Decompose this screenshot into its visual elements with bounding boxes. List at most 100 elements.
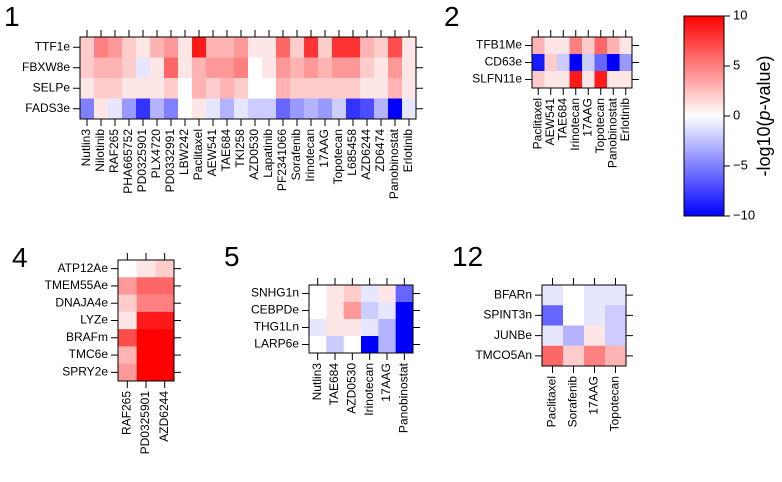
heatmap-cell-selpe-pha665752 [122, 78, 137, 99]
row-label-brafm: BRAFm [66, 330, 108, 344]
heatmap-cell-fbxw8e-tki258 [234, 57, 249, 79]
col-label-azd0530: AZD0530 [247, 129, 261, 180]
heatmap-cell-ttf1e-topotecan [332, 37, 347, 58]
heatmap-cell-tmco5an-sorafenib [563, 345, 585, 367]
heatmap-cell-lyze-azd6244 [155, 311, 175, 330]
heatmap-cell-slfn11e-topotecan [594, 71, 608, 89]
heatmap-cell-selpe-irinotecan [304, 78, 319, 99]
row-label-thg1ln: THG1Ln [254, 320, 299, 334]
heatmap-cell-fads3e-azd6244 [360, 98, 375, 120]
heatmap-cell-fbxw8e-lapatinib [262, 57, 277, 79]
colorbar: 10 5 0 −5 −10 -log10(p-value) [683, 7, 774, 222]
heatmap-cell-bfarn-topotecan [605, 285, 627, 306]
row-label-tmem55ae: TMEM55Ae [45, 278, 109, 292]
heatmap-cell-spry2e-raf265 [118, 363, 138, 382]
heatmap-cell-cebpde-nutlin3 [309, 302, 327, 320]
heatmap-cell-fads3e-17aag [318, 98, 333, 120]
heatmap-cell-ttf1e-erlotinib [402, 37, 417, 58]
heatmap-cell-fads3e-lbw242 [178, 98, 193, 120]
heatmap-cell-fbxw8e-l685458 [346, 57, 361, 79]
heatmap-cell-fads3e-erlotinib [402, 98, 417, 120]
heatmap-cell-thg1ln-nutlin3 [309, 319, 327, 337]
heatmap-cell-ttf1e-azd0530 [248, 37, 263, 58]
col-label-aew541: AEW541 [543, 98, 557, 146]
panel-border [541, 284, 627, 367]
heatmap-cell-selpe-raf265 [108, 78, 123, 99]
colorbar-ticks: 10 5 0 −5 −10 [724, 7, 755, 222]
heatmap-cell-snhg1n-irinotecan [361, 285, 379, 303]
row-label-tmc6e: TMC6e [69, 347, 109, 361]
col-label-pd0325901: PD0325901 [138, 391, 152, 455]
heatmap-cell-fbxw8e-azd6244 [360, 57, 375, 79]
row-label-tmco5an: TMCO5An [475, 348, 532, 362]
heatmap-cell-fbxw8e-irinotecan [304, 57, 319, 79]
heatmap-cell-fads3e-nutlin3 [80, 98, 95, 120]
heatmap-cell-thg1ln-17aag [378, 319, 397, 337]
col-label-pha665752: PHA665752 [121, 129, 135, 194]
col-label-panobinostat: Panobinostat [605, 97, 619, 168]
panel-title: 5 [224, 241, 240, 272]
heatmap-cell-larp6e-panobinostat [395, 336, 414, 354]
heatmap-cell-fads3e-sorafenib [290, 98, 305, 120]
heatmap-cell-fbxw8e-pha665752 [122, 57, 137, 79]
heatmap-cell-ttf1e-irinotecan [304, 37, 319, 58]
heatmap-cell-dnaja4e-pd0325901 [136, 294, 156, 313]
heatmap-cell-fads3e-azd0530 [248, 98, 263, 120]
heatmap-cell-tmco5an-paclitaxel [542, 345, 564, 367]
heatmap-panel-1: 1 Nutlin3 Nilotinib RAF265 PHA665752 PD032590… [4, 1, 423, 199]
panel-title: 12 [452, 241, 483, 272]
heatmap-cell-fads3e-nilotinib [94, 98, 109, 120]
heatmap-cell-fads3e-tae684 [220, 98, 235, 120]
heatmap-cell-tfb1me-topotecan [594, 37, 608, 55]
heatmap-cell-tfb1me-irinotecan [569, 37, 583, 55]
col-label-lbw242: LBW242 [177, 129, 191, 175]
heatmap-cell-selpe-nutlin3 [80, 78, 95, 99]
colorbar-tick-label: 0 [733, 107, 740, 122]
row-label-lyze: LYZe [80, 313, 108, 327]
heatmap-cell-fbxw8e-sorafenib [290, 57, 305, 79]
heatmap-cell-ttf1e-lbw242 [178, 37, 193, 58]
heatmap-cell-fbxw8e-paclitaxel [192, 57, 207, 79]
heatmap-cell-fads3e-pd0332991 [164, 98, 179, 120]
heatmap-cell-ttf1e-17aag [318, 37, 333, 58]
col-label-paclitaxel: Paclitaxel [530, 98, 544, 149]
heatmap-cell-ttf1e-tae684 [220, 37, 235, 58]
col-label-l685458: L685458 [345, 129, 359, 176]
heatmap-cell-larp6e-17aag [378, 336, 397, 354]
heatmap-cell-selpe-paclitaxel [192, 78, 207, 99]
heatmap-cell-cebpde-panobinostat [395, 302, 414, 320]
heatmap-cell-tmc6e-azd6244 [155, 346, 175, 365]
heatmap-cell-cd63e-17aag [582, 54, 595, 72]
col-label-raf265: RAF265 [107, 129, 121, 173]
colorbar-label: -log10(p-value) [754, 55, 774, 176]
heatmap-cell-selpe-tae684 [220, 78, 235, 99]
col-label-azd0530: AZD0530 [345, 363, 359, 414]
heatmap-cell-fads3e-topotecan [332, 98, 347, 120]
col-label-pf2341066: PF2341066 [275, 129, 289, 191]
heatmap-cell-fads3e-zd6474 [374, 98, 389, 120]
heatmap-cell-bfarn-sorafenib [563, 285, 585, 306]
heatmap-cell-cebpde-azd0530 [343, 302, 362, 320]
heatmap-cell-fads3e-paclitaxel [192, 98, 207, 120]
col-label-topotecan: Topotecan [608, 376, 622, 431]
heatmap-panel-4: 4 RAF265 PD0325901 AZD6244 ATP12Ae TMEM55Ae DN… [12, 242, 181, 454]
heatmap-cell-brafm-azd6244 [155, 329, 175, 347]
col-label-pd0332991: PD0332991 [163, 129, 177, 193]
heatmap-panel-2: 2 PaclitaxelAEW541TAE684Irinotecan17AAGTo… [444, 1, 639, 168]
row-label-junbe: JUNBe [494, 328, 532, 342]
heatmap-cell-fads3e-l685458 [346, 98, 361, 120]
heatmap-cell-selpe-plx4720 [150, 78, 165, 99]
heatmap-cell-fbxw8e-erlotinib [402, 57, 417, 79]
heatmap-cell-fads3e-pha665752 [122, 98, 137, 120]
heatmap-cell-slfn11e-tae684 [557, 71, 570, 89]
heatmap-cell-junbe-topotecan [605, 325, 627, 347]
heatmap-cell-ttf1e-pha665752 [122, 37, 137, 58]
heatmap-cell-ttf1e-sorafenib [290, 37, 305, 58]
col-label-sorafenib: Sorafenib [566, 376, 580, 428]
heatmap-cell-ttf1e-raf265 [108, 37, 123, 58]
heatmap-cell-junbe-paclitaxel [542, 325, 564, 347]
heatmap-cell-ttf1e-tki258 [234, 37, 249, 58]
heatmap-cell-cd63e-paclitaxel [532, 54, 545, 72]
col-label-raf265: RAF265 [120, 391, 134, 435]
